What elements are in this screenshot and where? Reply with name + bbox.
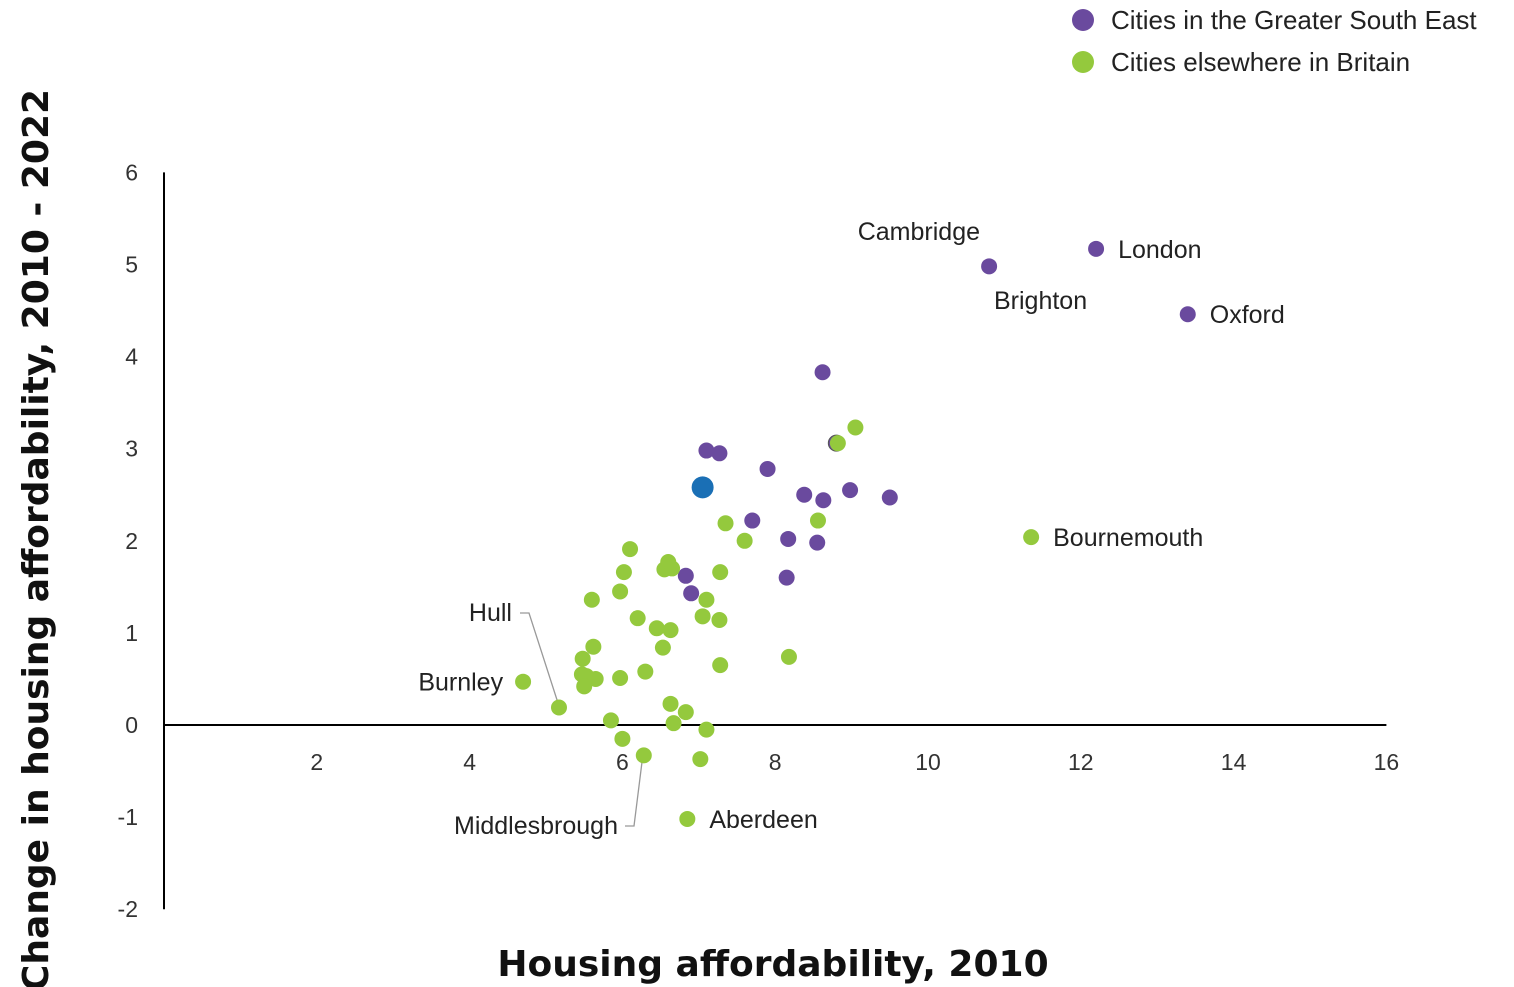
label-connectors [520, 612, 643, 827]
y-tick-label: 1 [125, 620, 138, 646]
y-tick-label: 5 [125, 252, 138, 278]
data-point [648, 620, 665, 637]
legend: Cities in the Greater South East Cities … [1072, 5, 1477, 77]
x-tick-label: 10 [915, 749, 941, 775]
data-point [515, 673, 532, 690]
point-label: Burnley [418, 669, 503, 697]
x-tick-label: 14 [1221, 749, 1247, 775]
data-point [809, 512, 826, 529]
data-point [778, 569, 795, 586]
data-point [842, 482, 859, 499]
data-point [612, 670, 629, 687]
x-tick-label: 12 [1068, 749, 1094, 775]
point-label: London [1118, 236, 1201, 264]
data-point [612, 583, 629, 600]
data-point [711, 612, 728, 629]
x-tick-label: 4 [463, 749, 476, 775]
data-point [635, 747, 652, 764]
point-label: Oxford [1210, 301, 1285, 329]
data-point [587, 670, 604, 687]
y-tick-label: 4 [125, 344, 138, 370]
point-label: Aberdeen [709, 806, 817, 834]
data-point [615, 564, 632, 581]
data-point [759, 460, 776, 477]
data-point [550, 699, 567, 716]
data-point [637, 663, 654, 680]
y-tick-label: 2 [125, 528, 138, 554]
x-tick-label: 16 [1374, 749, 1400, 775]
y-tick-label: 0 [125, 712, 138, 738]
data-point [585, 638, 602, 655]
data-point [679, 810, 696, 827]
data-point [1088, 240, 1105, 257]
data-points [515, 240, 1196, 827]
data-point [677, 567, 694, 584]
data-point [698, 591, 715, 608]
data-point [847, 419, 864, 436]
y-tick-label: -1 [118, 804, 138, 830]
data-point [629, 610, 646, 627]
data-point [981, 258, 998, 275]
data-point [576, 678, 593, 695]
data-point [717, 515, 734, 532]
legend-marker-greater-south-east [1072, 9, 1094, 31]
data-point [662, 622, 679, 639]
x-tick-label: 6 [616, 749, 629, 775]
data-point [780, 530, 797, 547]
data-point [712, 564, 729, 581]
data-point [583, 591, 600, 608]
label-connector [520, 612, 559, 704]
y-tick-label: 6 [125, 159, 138, 185]
data-point [602, 712, 619, 729]
data-point [711, 445, 728, 462]
data-point [1023, 529, 1040, 546]
data-point [815, 492, 832, 509]
data-point [780, 648, 797, 665]
data-point [654, 639, 671, 656]
y-axis-title: Change in housing affordability, 2010 - … [16, 89, 57, 987]
data-point [692, 751, 709, 768]
point-label: Middlesbrough [454, 812, 618, 840]
y-tick-label: -2 [118, 896, 138, 922]
data-point [736, 532, 753, 549]
x-axis-title: Housing affordability, 2010 [497, 944, 1048, 985]
annotation-label: Brighton [994, 287, 1087, 315]
data-point [1179, 306, 1196, 323]
data-point [664, 560, 681, 577]
data-point [622, 541, 639, 558]
data-point [574, 650, 591, 667]
data-point [698, 442, 715, 459]
data-point [662, 695, 679, 712]
data-point [744, 512, 761, 529]
data-point [809, 534, 826, 551]
data-point [881, 489, 898, 506]
data-point [665, 715, 682, 732]
data-point [829, 435, 846, 452]
legend-label-greater-south-east: Cities in the Greater South East [1111, 5, 1477, 35]
x-tick-label: 2 [310, 749, 323, 775]
legend-marker-elsewhere [1072, 51, 1094, 73]
data-point [694, 608, 711, 625]
data-point [712, 657, 729, 674]
data-point [614, 730, 631, 747]
data-point [796, 486, 813, 503]
data-point [814, 364, 831, 381]
point-labels: London Oxford Bournemouth Burnley Hull Middle… [418, 218, 1284, 840]
label-connector [625, 761, 643, 827]
axes [163, 172, 1387, 910]
legend-label-elsewhere: Cities elsewhere in Britain [1111, 47, 1410, 77]
data-point [683, 585, 700, 602]
point-label: Bournemouth [1053, 524, 1203, 552]
data-point [691, 476, 714, 499]
point-label: Hull [469, 599, 512, 627]
y-tick-label: 3 [125, 436, 138, 462]
data-point [698, 721, 715, 738]
x-tick-label: 8 [769, 749, 782, 775]
annotation-label: Cambridge [858, 218, 980, 246]
data-point [677, 704, 694, 721]
